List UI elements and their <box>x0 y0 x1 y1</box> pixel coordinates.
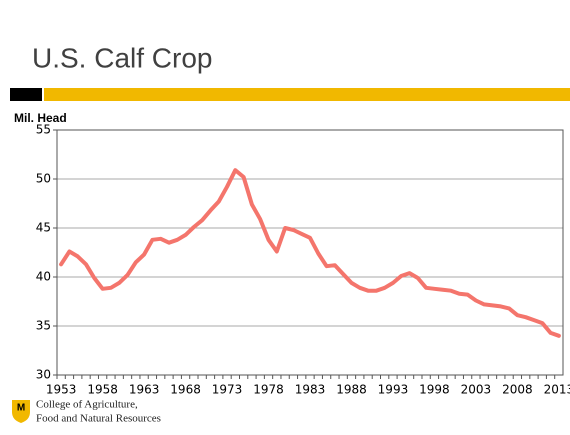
logo-letter: M <box>17 403 25 414</box>
y-tick-label: 30 <box>36 368 51 382</box>
x-tick-label: 1968 <box>170 383 201 397</box>
x-tick-label: 1988 <box>336 383 367 397</box>
y-axis-label: Mil. Head <box>14 111 67 125</box>
footer-line: College of Agriculture, <box>36 399 138 411</box>
x-tick-label: 1983 <box>295 383 326 397</box>
x-tick-label: 2013 <box>544 383 570 397</box>
data-line <box>59 168 561 338</box>
x-tick-label: 1998 <box>419 383 450 397</box>
y-tick-label: 50 <box>36 172 51 186</box>
y-tick-label: 35 <box>36 319 51 333</box>
y-tick-label: 40 <box>36 270 51 284</box>
x-tick-label: 1958 <box>87 383 118 397</box>
footer-line: Food and Natural Resources <box>36 413 161 425</box>
x-tick-label: 2003 <box>461 383 492 397</box>
x-tick-label: 1993 <box>378 383 409 397</box>
logo <box>12 400 30 423</box>
x-tick-label: 1953 <box>46 383 77 397</box>
plot: 30 35 40 45 50 55 1953 1958 1963 1968 1973 1978 1983… <box>36 123 570 397</box>
slide-title: U.S. Calf Crop <box>32 42 213 73</box>
title-bar-gold <box>44 88 570 101</box>
x-tick-label: 1963 <box>129 383 160 397</box>
plot-border <box>56 129 564 376</box>
y-tick-label: 55 <box>36 123 51 137</box>
title-bar-dark <box>10 88 42 101</box>
x-tick-label: 1973 <box>212 383 243 397</box>
y-tick-label: 45 <box>36 221 51 235</box>
x-tick-label: 2008 <box>502 383 533 397</box>
x-tick-label: 1978 <box>253 383 284 397</box>
